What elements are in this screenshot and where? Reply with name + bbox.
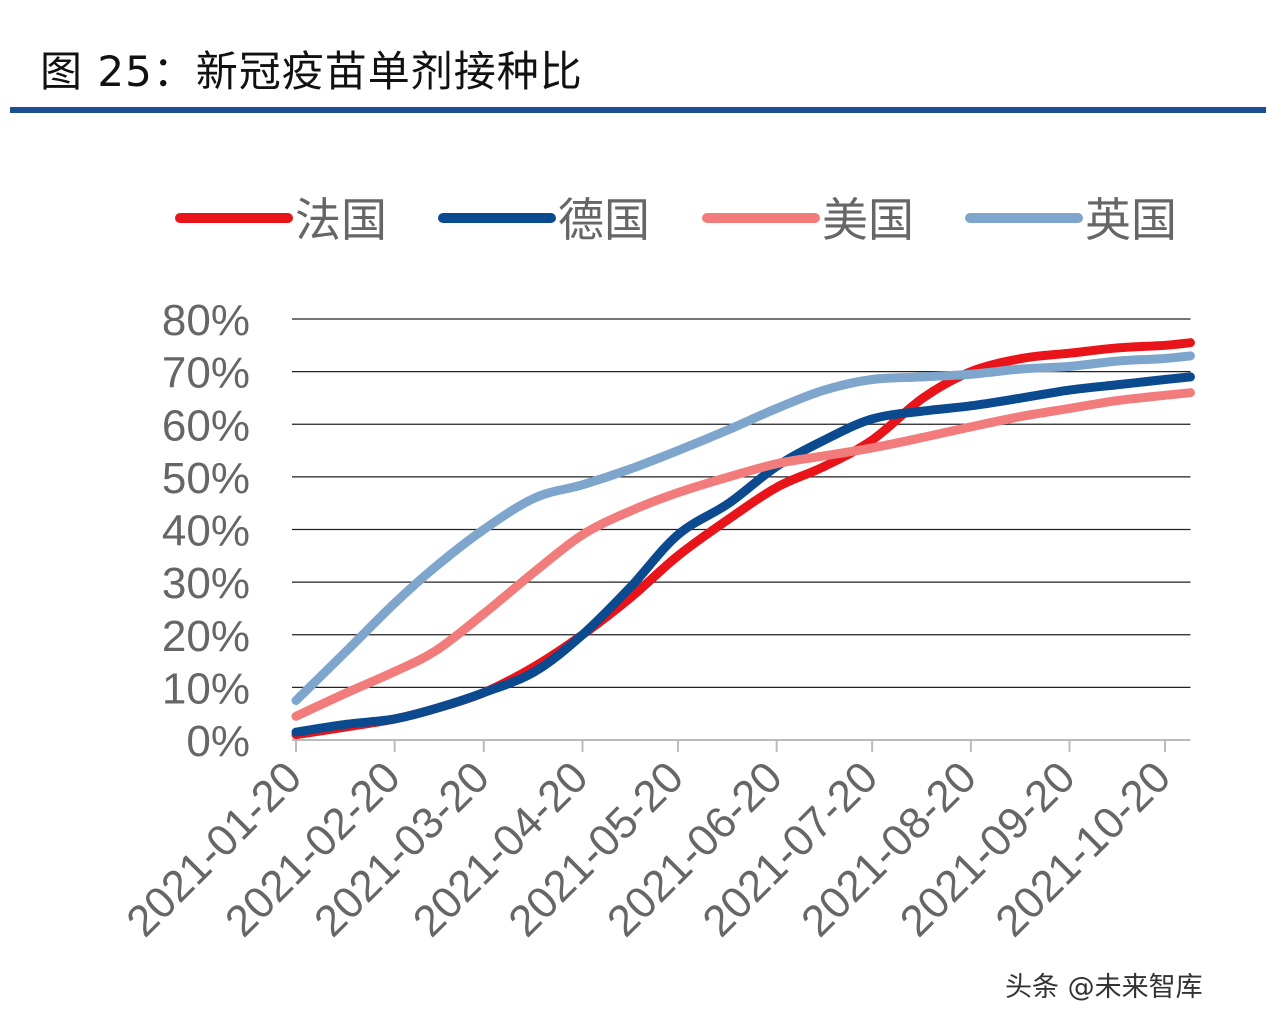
y-tick-label: 60% (162, 401, 250, 450)
y-tick-label: 30% (162, 559, 250, 608)
legend-label: 德国 (558, 193, 650, 247)
series-line-英国 (291, 351, 1195, 706)
legend-label: 英国 (1085, 193, 1177, 247)
y-tick-label: 20% (162, 612, 250, 661)
y-tick-label: 70% (162, 349, 250, 398)
y-tick-label: 50% (162, 454, 250, 503)
figure-title: 图 25：新冠疫苗单剂接种比 (40, 47, 583, 96)
watermark: 头条 @未来智库 (1005, 972, 1203, 1003)
series-line-美国 (291, 388, 1195, 721)
y-tick-label: 80% (162, 296, 250, 345)
y-tick-label: 10% (162, 664, 250, 713)
legend-label: 美国 (822, 193, 914, 247)
series-line-德国 (291, 372, 1195, 737)
y-tick-label: 40% (162, 507, 250, 556)
y-tick-label: 0% (186, 717, 250, 766)
legend-label: 法国 (295, 193, 387, 247)
series-line-法国 (291, 338, 1195, 740)
title-divider (10, 107, 1266, 113)
